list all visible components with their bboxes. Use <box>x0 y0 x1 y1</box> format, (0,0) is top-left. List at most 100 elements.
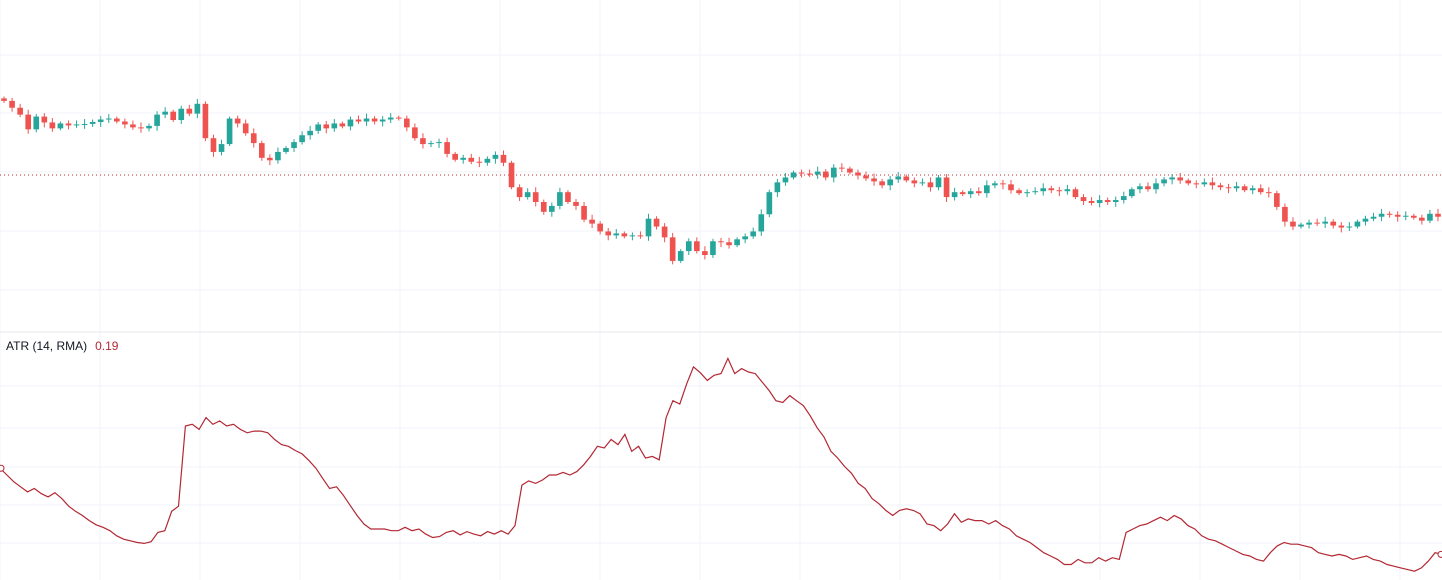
candle[interactable] <box>97 116 104 127</box>
candle[interactable] <box>1088 197 1095 206</box>
candle[interactable] <box>871 173 877 186</box>
candle[interactable] <box>226 116 233 147</box>
candle[interactable] <box>669 232 676 265</box>
candle[interactable] <box>1024 189 1030 198</box>
candle[interactable] <box>33 114 40 133</box>
candle[interactable] <box>895 172 902 183</box>
candle[interactable] <box>1346 222 1353 231</box>
candle[interactable] <box>951 187 958 201</box>
candle[interactable] <box>1129 187 1135 199</box>
candle[interactable] <box>452 151 458 162</box>
candle[interactable] <box>1282 203 1288 227</box>
candle[interactable] <box>911 177 918 188</box>
candle[interactable] <box>1040 183 1047 196</box>
candle[interactable] <box>323 121 330 134</box>
candle[interactable] <box>863 171 869 181</box>
candle[interactable] <box>1290 217 1296 230</box>
candle[interactable] <box>371 116 378 125</box>
candle[interactable] <box>1427 209 1433 224</box>
candle[interactable] <box>154 111 160 131</box>
candle[interactable] <box>1169 174 1175 185</box>
candle[interactable] <box>355 115 362 124</box>
candle[interactable] <box>395 115 402 121</box>
candle[interactable] <box>1394 211 1401 222</box>
candle[interactable] <box>291 139 297 152</box>
candle[interactable] <box>734 237 740 248</box>
candle[interactable] <box>162 107 168 119</box>
candle[interactable] <box>1008 179 1014 194</box>
candle[interactable] <box>645 213 652 241</box>
candle[interactable] <box>629 232 636 241</box>
candle[interactable] <box>1 96 7 103</box>
candle[interactable] <box>1137 183 1143 194</box>
candle[interactable] <box>532 187 539 207</box>
candle[interactable] <box>573 199 579 210</box>
candle[interactable] <box>339 121 346 129</box>
candle[interactable] <box>758 209 765 236</box>
candle[interactable] <box>170 109 177 122</box>
candle[interactable] <box>1322 216 1329 229</box>
candle[interactable] <box>1217 182 1224 191</box>
candle[interactable] <box>17 103 23 118</box>
candle[interactable] <box>1056 186 1063 197</box>
candle[interactable] <box>1241 184 1248 193</box>
candle[interactable] <box>1201 178 1208 187</box>
candle[interactable] <box>1209 177 1216 190</box>
candle[interactable] <box>1354 219 1361 229</box>
candle[interactable] <box>903 174 910 183</box>
candle[interactable] <box>1362 215 1369 226</box>
candle[interactable] <box>65 120 72 130</box>
candle[interactable] <box>25 109 32 134</box>
candle[interactable] <box>710 238 716 258</box>
candle[interactable] <box>1402 211 1409 221</box>
candle[interactable] <box>557 187 563 210</box>
candle[interactable] <box>363 113 370 126</box>
candle[interactable] <box>1072 187 1079 200</box>
candle[interactable] <box>412 123 418 141</box>
candle[interactable] <box>1104 197 1111 205</box>
candle[interactable] <box>927 177 934 192</box>
candle[interactable] <box>694 237 700 254</box>
candle[interactable] <box>331 119 338 132</box>
candle[interactable] <box>589 214 595 229</box>
candle[interactable] <box>855 169 861 180</box>
candle[interactable] <box>967 188 974 199</box>
candle[interactable] <box>879 178 885 189</box>
candle[interactable] <box>1048 185 1055 194</box>
candle[interactable] <box>549 202 555 217</box>
candle[interactable] <box>178 105 185 124</box>
candle[interactable] <box>57 121 64 131</box>
candle[interactable] <box>242 119 249 136</box>
candle[interactable] <box>404 115 410 132</box>
candle[interactable] <box>1000 179 1006 190</box>
candle[interactable] <box>661 223 668 243</box>
candle[interactable] <box>436 138 442 148</box>
candle[interactable] <box>943 174 950 202</box>
candle[interactable] <box>540 199 547 215</box>
candle[interactable] <box>1410 213 1417 220</box>
candle[interactable] <box>508 160 515 190</box>
candle[interactable] <box>113 116 120 124</box>
candle[interactable] <box>516 184 523 202</box>
candle[interactable] <box>484 156 491 166</box>
candle[interactable] <box>379 116 386 127</box>
candle[interactable] <box>847 166 853 175</box>
candle[interactable] <box>1257 184 1264 195</box>
candle[interactable] <box>218 139 225 156</box>
candle[interactable] <box>839 163 845 173</box>
candle[interactable] <box>1419 214 1425 225</box>
atr-pane[interactable] <box>0 356 1442 572</box>
candle[interactable] <box>524 188 531 200</box>
candle[interactable] <box>299 131 305 145</box>
candle[interactable] <box>975 187 982 196</box>
candle[interactable] <box>105 114 112 123</box>
candle[interactable] <box>718 237 724 248</box>
candle[interactable] <box>742 233 748 244</box>
candle[interactable] <box>1265 187 1272 198</box>
candle[interactable] <box>275 147 281 164</box>
candle[interactable] <box>1112 196 1119 207</box>
candle[interactable] <box>283 146 289 154</box>
candle[interactable] <box>1378 208 1385 222</box>
candle[interactable] <box>1153 178 1159 194</box>
candle[interactable] <box>492 151 499 164</box>
